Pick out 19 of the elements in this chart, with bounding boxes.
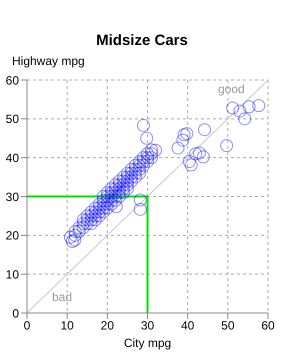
x-tick-label: 10 (60, 318, 74, 333)
x-tick-label: 20 (100, 318, 114, 333)
x-tick-label: 50 (221, 318, 235, 333)
y-tick-label: 30 (6, 190, 20, 204)
x-tick-label: 0 (24, 318, 31, 333)
y-tick-label: 0 (12, 306, 20, 320)
y-tick-label: 10 (6, 267, 20, 282)
x-tick-label: 60 (261, 318, 275, 333)
chart-title: Midsize Cars (95, 32, 189, 49)
x-axis-title: City mpg (122, 336, 172, 350)
y-tick-label: 40 (6, 150, 20, 165)
annotation: good (218, 82, 245, 96)
annotation: bad (52, 290, 72, 304)
x-tick-label: 40 (180, 318, 195, 333)
y-axis-title: Highway mpg (12, 54, 85, 68)
y-tick-label: 50 (6, 112, 20, 126)
y-tick-label: 20 (6, 228, 20, 243)
x-tick-label: 30 (140, 318, 154, 333)
y-tick-label: 60 (6, 73, 20, 88)
